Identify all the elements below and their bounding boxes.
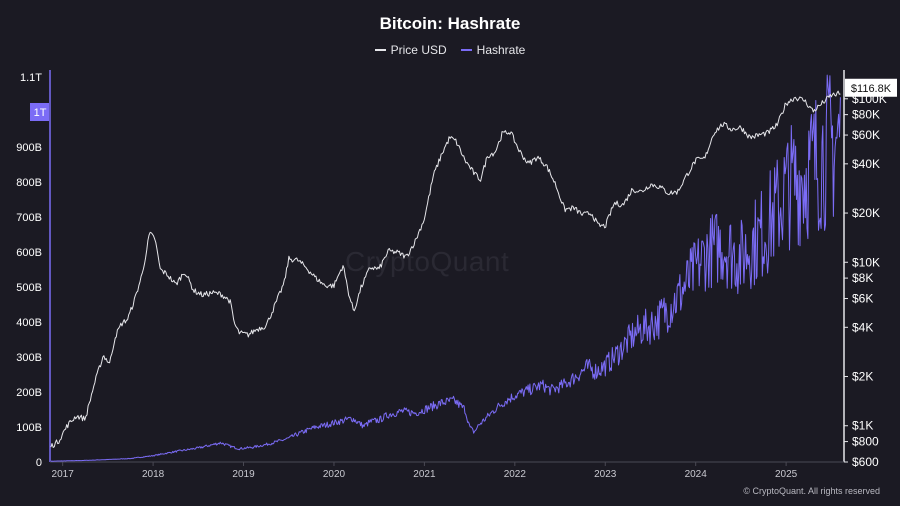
copyright-notice: © CryptoQuant. All rights reserved — [743, 486, 880, 496]
right-tick-label: $40K — [852, 157, 880, 171]
watermark: CryptoQuant — [345, 246, 510, 277]
left-tick-label: 1.1T — [20, 72, 42, 84]
right-tick-label: $60K — [852, 128, 880, 142]
right-tick-label: $10K — [852, 255, 880, 269]
right-tick-label: $4K — [852, 320, 873, 334]
left-highlight-badge — [30, 103, 49, 121]
series-line-price — [50, 90, 841, 448]
legend-label-hashrate: Hashrate — [476, 43, 526, 57]
left-highlight-label: 1T — [34, 107, 47, 119]
left-tick-label: 700B — [16, 212, 42, 224]
x-tick-label: 2021 — [413, 469, 436, 480]
x-tick-label: 2019 — [232, 469, 255, 480]
legend-item-hashrate[interactable]: Hashrate — [460, 43, 526, 57]
legend-label-price: Price USD — [390, 43, 447, 57]
chart-legend: Price USD Hashrate — [0, 43, 900, 57]
left-tick-label: 200B — [16, 387, 42, 399]
x-tick-label: 2022 — [504, 469, 527, 480]
legend-item-price[interactable]: Price USD — [374, 43, 447, 57]
left-tick-label: 600B — [16, 247, 42, 259]
right-tick-label: $80K — [852, 108, 880, 122]
left-tick-label: 900B — [16, 142, 42, 154]
chart-title: Bitcoin: Hashrate — [379, 14, 521, 33]
right-tick-label: $600 — [852, 455, 879, 469]
series-line-hashrate — [50, 74, 841, 462]
right-tick-label: $6K — [852, 292, 873, 306]
left-tick-label: 300B — [16, 352, 42, 364]
right-highlight-label: $116.8K — [851, 83, 892, 95]
right-tick-label: $8K — [852, 271, 873, 285]
x-tick-label: 2018 — [142, 469, 165, 480]
right-tick-label: $20K — [852, 206, 880, 220]
right-tick-label: $800 — [852, 435, 879, 449]
x-tick-label: 2023 — [594, 469, 617, 480]
left-tick-label: 0 — [36, 457, 42, 469]
x-tick-label: 2025 — [775, 469, 798, 480]
left-tick-label: 800B — [16, 177, 42, 189]
legend-swatch-price — [374, 49, 386, 51]
x-tick-label: 2020 — [323, 469, 346, 480]
x-tick-label: 2024 — [685, 469, 708, 480]
left-tick-label: 400B — [16, 317, 42, 329]
right-highlight-badge — [845, 78, 897, 97]
x-tick-label: 2017 — [52, 469, 75, 480]
right-tick-label: $2K — [852, 370, 873, 384]
right-tick-label: $1K — [852, 419, 873, 433]
left-tick-label: 100B — [16, 422, 42, 434]
legend-swatch-hashrate — [460, 49, 472, 51]
left-tick-label: 500B — [16, 282, 42, 294]
